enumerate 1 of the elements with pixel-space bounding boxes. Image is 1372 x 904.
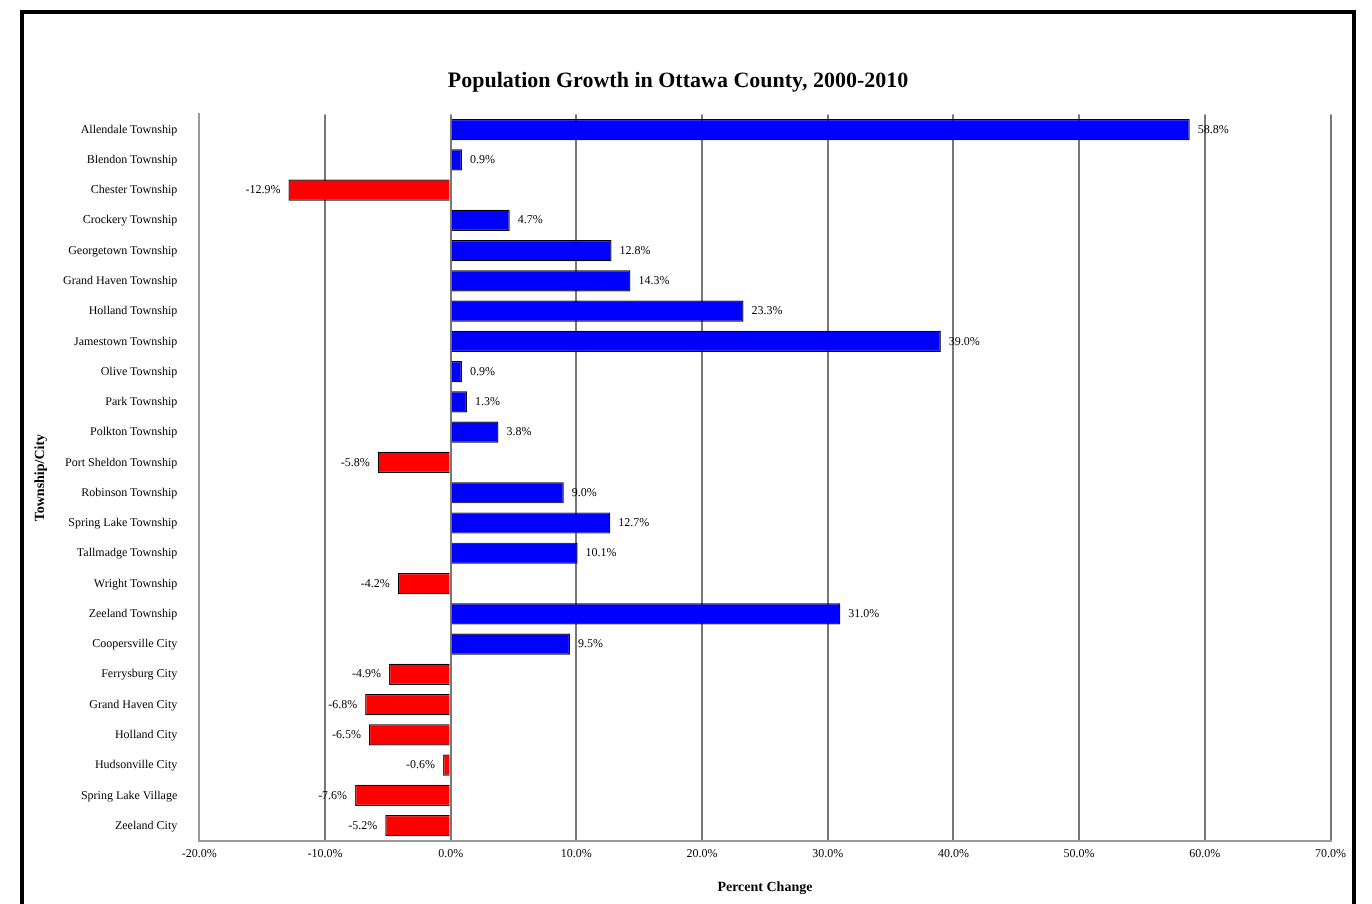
chart-title: Population Growth in Ottawa County, 2000-2010 [447, 68, 910, 93]
